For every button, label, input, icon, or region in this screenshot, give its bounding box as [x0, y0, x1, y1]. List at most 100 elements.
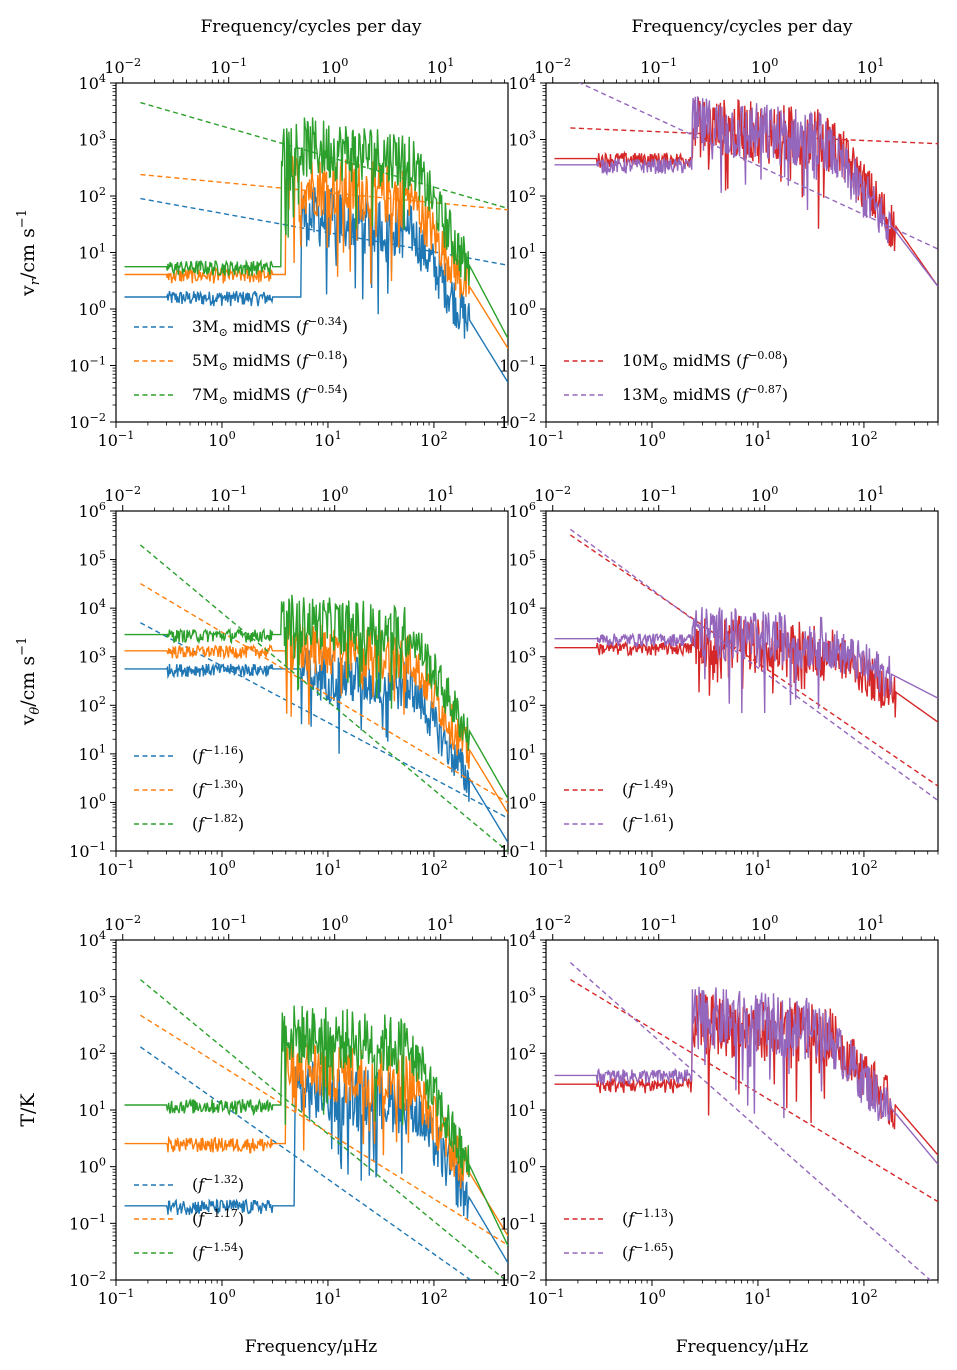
- y-tick-label: 102: [79, 1042, 106, 1063]
- legend-label-10M: (f−1.49): [622, 778, 674, 799]
- fit-line-5M: [140, 1014, 508, 1246]
- legend-label-13M: 13M⊙ midMS (f−0.87): [622, 383, 788, 407]
- y-tick-label: 104: [79, 72, 106, 93]
- y-tick-label: 103: [509, 985, 536, 1006]
- spectrum-line-3M: [124, 186, 508, 383]
- fit-line-5M: [140, 173, 508, 211]
- y-tick-label: 101: [509, 241, 536, 262]
- y-axis-label: vr/cm s−1: [15, 209, 43, 297]
- top-tick-label: 10−1: [640, 56, 677, 77]
- fit-line-3M: [140, 622, 508, 819]
- panel-vth_right: 10−1 100 101 102 10−2 10−1 100 101 10−1 100 101 102…: [499, 484, 939, 879]
- y-tick-label: 100: [509, 298, 536, 319]
- fit-line-10M: [570, 127, 938, 145]
- spectrum-line-10M: [554, 615, 938, 723]
- y-tick-label: 102: [79, 185, 106, 206]
- top-tick-label: 10−2: [104, 484, 141, 505]
- spectrum-line-13M: [554, 96, 938, 287]
- x-tick-label: 102: [850, 1287, 877, 1308]
- x-tick-label: 101: [314, 429, 341, 450]
- x-tick-label: 10−1: [98, 1287, 135, 1308]
- x-tick-label: 102: [420, 1287, 447, 1308]
- spectrum-line-7M: [124, 594, 508, 799]
- top-tick-label: 100: [321, 484, 348, 505]
- top-tick-label: 100: [321, 56, 348, 77]
- y-tick-label: 104: [509, 72, 536, 93]
- legend-label-7M: (f−1.82): [192, 812, 244, 833]
- top-tick-label: 10−2: [104, 913, 141, 934]
- x-tick-label: 100: [208, 429, 235, 450]
- top-tick-label: 10−2: [534, 484, 571, 505]
- y-tick-label: 10−1: [69, 354, 106, 375]
- fit-line-7M: [139, 979, 507, 1280]
- y-tick-label: 10−1: [499, 1212, 536, 1233]
- legend-label-7M: 7M⊙ midMS (f−0.54): [192, 383, 348, 407]
- y-tick-label: 101: [79, 743, 106, 764]
- legend-label-3M: (f−1.32): [192, 1173, 244, 1194]
- top-tick-label: 101: [427, 484, 454, 505]
- fit-line-13M: [569, 962, 932, 1280]
- legend: 3M⊙ midMS (f−0.34) 5M⊙ midMS (f−0.18) 7M⊙ …: [134, 315, 348, 407]
- legend-label-13M: (f−1.61): [622, 812, 674, 833]
- fit-line-13M: [578, 83, 938, 250]
- y-tick-label: 105: [79, 548, 106, 569]
- x-tick-label: 10−1: [98, 858, 135, 879]
- legend-label-5M: (f−1.17): [192, 1207, 244, 1228]
- top-tick-label: 10−2: [104, 56, 141, 77]
- x-tick-label: 100: [638, 429, 665, 450]
- top-tick-label: 100: [751, 484, 778, 505]
- y-tick-label: 10−1: [499, 840, 536, 861]
- legend-label-13M: (f−1.65): [622, 1241, 674, 1262]
- legend: (f−1.16) (f−1.30) (f−1.82): [134, 744, 244, 833]
- x-tick-label: 100: [208, 1287, 235, 1308]
- y-tick-label: 104: [509, 929, 536, 950]
- y-tick-label: 106: [79, 500, 106, 521]
- x-tick-label: 101: [744, 858, 771, 879]
- spectrum-line-5M: [124, 1038, 508, 1237]
- legend: (f−1.32) (f−1.17) (f−1.54): [134, 1173, 244, 1262]
- top-tick-label: 101: [427, 913, 454, 934]
- x-tick-label: 10−1: [528, 429, 565, 450]
- y-tick-label: 10−2: [499, 411, 536, 432]
- x-tick-label: 10−1: [98, 429, 135, 450]
- spectrum-line-13M: [554, 986, 938, 1165]
- top-tick-label: 10−1: [640, 484, 677, 505]
- y-tick-label: 103: [509, 646, 536, 667]
- y-tick-label: 100: [79, 791, 106, 812]
- top-tick-label: 100: [321, 913, 348, 934]
- fit-line-5M: [140, 583, 508, 804]
- top-tick-label: 10−1: [210, 56, 247, 77]
- x-tick-label: 101: [314, 1287, 341, 1308]
- y-tick-label: 10−2: [499, 1269, 536, 1290]
- y-tick-label: 10−1: [499, 354, 536, 375]
- panel-vth_left: 10−1 100 101 102 10−2 10−1 100 101 10−1 100 101 102…: [15, 484, 509, 879]
- spectrum-line-10M: [554, 993, 938, 1156]
- spectrum-line-13M: [554, 607, 938, 714]
- x-tick-label: 101: [744, 1287, 771, 1308]
- fit-line-3M: [140, 197, 508, 266]
- legend-label-10M: 10M⊙ midMS (f−0.08): [622, 349, 788, 373]
- top-tick-label: 10−1: [210, 484, 247, 505]
- x-tick-label: 102: [850, 858, 877, 879]
- y-tick-label: 100: [509, 791, 536, 812]
- legend-label-3M: 3M⊙ midMS (f−0.34): [192, 315, 348, 339]
- axes-frame: [545, 510, 939, 852]
- y-tick-label: 104: [79, 597, 106, 618]
- y-tick-label: 104: [79, 929, 106, 950]
- legend-label-7M: (f−1.54): [192, 1241, 244, 1262]
- y-axis-label: T/K: [17, 1093, 39, 1127]
- x-tick-label: 102: [420, 858, 447, 879]
- bottom-axis-label-right: Frequency/μHz: [676, 1337, 809, 1357]
- fit-line-7M: [140, 101, 508, 210]
- y-tick-label: 104: [509, 597, 536, 618]
- spectrum-line-3M: [124, 1061, 508, 1264]
- top-tick-label: 100: [751, 913, 778, 934]
- y-tick-label: 102: [79, 694, 106, 715]
- x-tick-label: 100: [638, 858, 665, 879]
- spectrum-line-7M: [124, 1005, 508, 1247]
- y-tick-label: 100: [509, 1155, 536, 1176]
